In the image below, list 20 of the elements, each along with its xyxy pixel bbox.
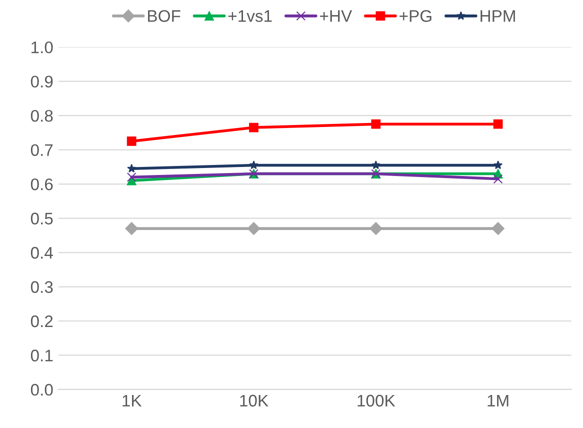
y-tick-label: 0.1 — [30, 350, 53, 362]
legend-label: BOF — [148, 10, 180, 22]
y-tick-label: 0.0 — [30, 384, 53, 396]
y-tick-label: 0.3 — [30, 281, 53, 293]
y-tick-label: 1.0 — [32, 41, 53, 54]
y-tick-label: 0.8 — [30, 110, 53, 122]
y-tick-label: 0.9 — [30, 76, 53, 88]
x-tick-label: 1M — [488, 394, 508, 406]
legend-label: +PG — [400, 10, 432, 22]
y-tick-label: 0.7 — [30, 144, 53, 156]
y-tick-label: 0.6 — [30, 178, 53, 190]
y-tick-label: 0.5 — [30, 212, 53, 224]
x-tick-label: 1K — [122, 394, 142, 406]
legend-label: +1vs1 — [228, 10, 272, 22]
x-tick-label: 10K — [240, 394, 268, 407]
legend-label: +HV — [320, 10, 352, 22]
y-tick-label: 0.4 — [30, 246, 53, 259]
x-tick-label: 100K — [358, 394, 396, 407]
y-tick-label: 0.2 — [30, 315, 53, 328]
legend-label: HPM — [480, 10, 515, 22]
